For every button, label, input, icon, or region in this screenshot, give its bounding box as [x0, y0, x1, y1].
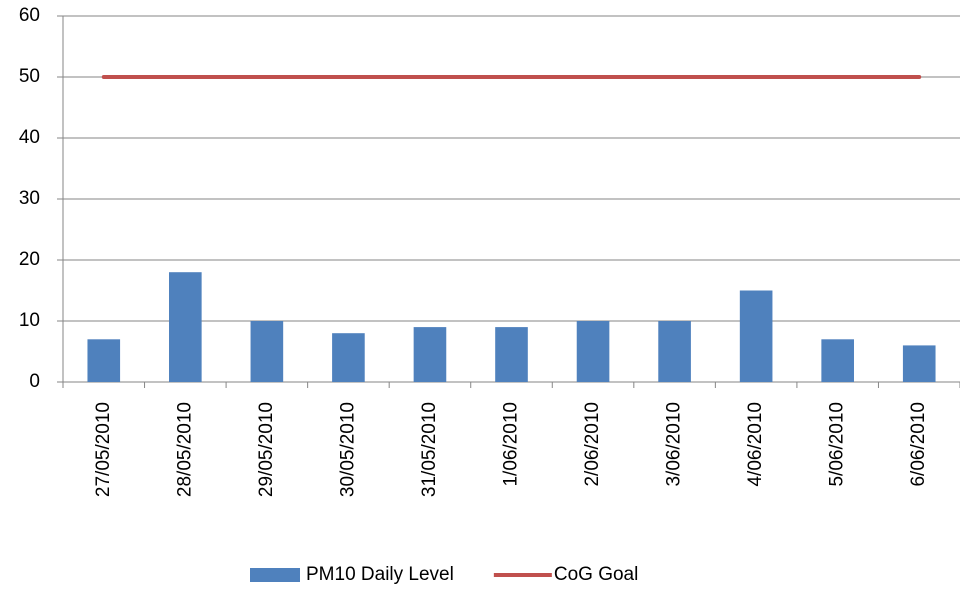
y-tick-label: 60 — [19, 5, 40, 26]
x-tick-label: 29/05/2010 — [256, 402, 277, 497]
x-tick-label: 28/05/2010 — [174, 402, 195, 497]
bar — [821, 339, 854, 382]
x-tick-label: 2/06/2010 — [582, 402, 603, 487]
bar — [413, 327, 447, 382]
bar — [576, 321, 610, 382]
y-tick-label: 0 — [29, 371, 40, 392]
legend-label: PM10 Daily Level — [306, 564, 454, 585]
x-tick-label: 4/06/2010 — [745, 402, 766, 487]
bar — [902, 345, 936, 382]
x-tick-label: 5/06/2010 — [827, 402, 848, 487]
bar — [332, 333, 365, 382]
y-tick-label: 10 — [19, 310, 40, 331]
bar — [739, 290, 773, 382]
x-tick-label: 1/06/2010 — [501, 402, 522, 487]
legend-label: CoG Goal — [554, 564, 638, 585]
x-tick-label: 30/05/2010 — [337, 402, 358, 497]
y-tick-label: 20 — [19, 249, 40, 270]
bar — [495, 327, 528, 382]
y-tick-label: 50 — [19, 66, 40, 87]
y-tick-label: 40 — [19, 127, 40, 148]
x-tick-label: 3/06/2010 — [664, 402, 685, 487]
y-tick-label: 30 — [19, 188, 40, 209]
bar — [250, 321, 284, 382]
x-tick-label: 31/05/2010 — [419, 402, 440, 497]
bar — [87, 339, 121, 382]
x-tick-label: 6/06/2010 — [908, 402, 929, 487]
legend-swatch — [250, 568, 300, 582]
bar — [658, 321, 691, 382]
bar — [169, 272, 202, 382]
x-tick-label: 27/05/2010 — [93, 402, 114, 497]
